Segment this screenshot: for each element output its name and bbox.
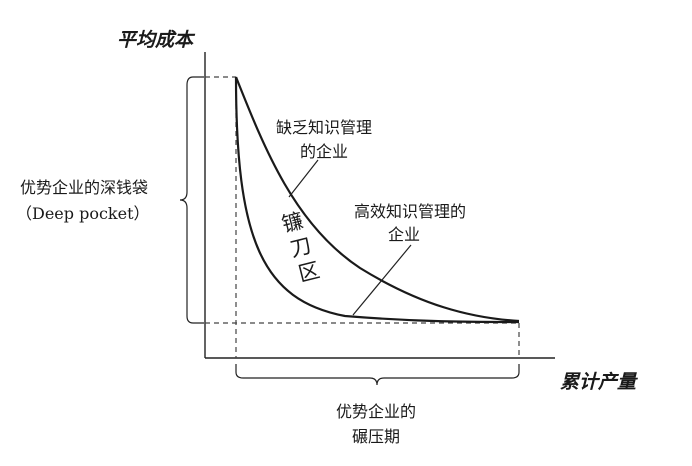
with-km-leader-line [352, 244, 412, 316]
sickle-zone-label: 镰 刀 区 [279, 208, 322, 286]
y-axis-title: 平均成本 [117, 29, 196, 51]
x-axis-title: 累计产量 [560, 371, 638, 393]
zone-char-2: 刀 [288, 233, 314, 261]
without-km-label-line1: 缺乏知识管理 [276, 118, 372, 137]
zone-char-1: 镰 [279, 208, 305, 236]
curve-with-knowledge-management [234, 76, 520, 324]
zone-char-3: 区 [296, 258, 322, 286]
deep-pocket-label-line2: （Deep pocket） [16, 204, 150, 223]
without-km-label-line2: 的企业 [300, 142, 348, 161]
crush-period-brace [235, 364, 520, 386]
deep-pocket-brace [179, 76, 204, 324]
curve-without-knowledge-management [234, 76, 520, 323]
deep-pocket-label-line1: 优势企业的深钱袋 [20, 178, 148, 197]
crush-period-label-line2: 碾压期 [352, 427, 400, 446]
with-km-label-line2: 企业 [388, 225, 420, 244]
with-km-label-line1: 高效知识管理的 [354, 202, 466, 221]
without-km-leader-line [288, 159, 319, 198]
crush-period-label-line1: 优势企业的 [336, 402, 416, 421]
